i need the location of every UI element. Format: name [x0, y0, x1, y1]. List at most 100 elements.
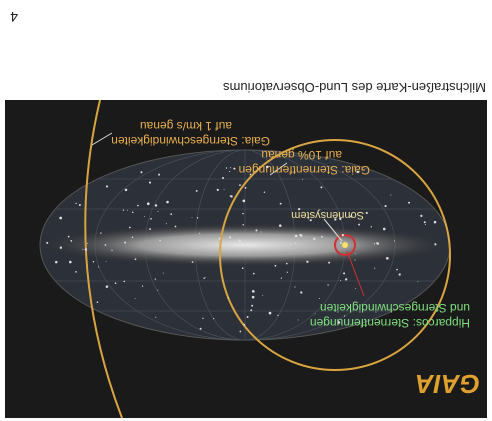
star: [98, 266, 100, 268]
star: [339, 217, 342, 220]
star: [124, 188, 128, 192]
star: [191, 261, 194, 263]
star: [141, 285, 144, 287]
star: [84, 248, 88, 251]
star: [393, 240, 396, 242]
hipparcos-circle: [334, 234, 356, 256]
star: [318, 297, 320, 299]
star: [344, 278, 348, 281]
star: [159, 239, 161, 242]
pointer: [346, 250, 365, 297]
star: [246, 316, 249, 318]
star: [229, 195, 232, 197]
star: [423, 221, 426, 224]
star: [286, 271, 288, 273]
star: [280, 277, 282, 279]
star: [238, 239, 241, 242]
star: [252, 272, 255, 275]
star: [250, 309, 253, 312]
sun: [342, 242, 348, 248]
star: [278, 224, 282, 227]
star: [274, 264, 277, 267]
star: [242, 223, 244, 226]
star: [154, 278, 157, 280]
label: auf 1 km/s genau: [140, 119, 232, 133]
star: [222, 177, 225, 180]
star: [124, 241, 127, 244]
pointer: [269, 162, 288, 176]
star: [127, 209, 128, 211]
star: [289, 243, 292, 245]
star: [433, 220, 437, 224]
star: [82, 248, 84, 250]
star: [220, 244, 222, 246]
star: [105, 260, 107, 262]
star: [384, 205, 387, 208]
label: Sonnensystem: [291, 209, 364, 221]
star: [131, 236, 134, 239]
star: [249, 173, 252, 176]
star: [302, 178, 304, 180]
label: Hipparcos: Sternentfernungen: [310, 316, 470, 330]
star: [223, 189, 225, 191]
gaia-arc: [84, 99, 123, 419]
star: [242, 212, 244, 215]
star: [131, 211, 134, 214]
label: auf 10% genau: [261, 148, 342, 162]
star: [46, 241, 49, 244]
star: [154, 204, 158, 207]
star: [243, 323, 246, 326]
star: [149, 228, 151, 230]
star: [358, 223, 361, 226]
star: [68, 260, 72, 264]
star: [297, 319, 299, 321]
star: [343, 272, 346, 275]
star: [294, 234, 298, 238]
star: [339, 280, 341, 282]
star: [294, 242, 297, 245]
star: [239, 330, 242, 333]
star: [255, 229, 258, 232]
star: [365, 211, 368, 215]
star: [67, 235, 70, 238]
star: [382, 227, 386, 231]
star: [434, 243, 437, 246]
star: [268, 311, 272, 315]
star: [191, 216, 193, 218]
star: [157, 289, 159, 291]
star: [251, 304, 254, 307]
star: [87, 242, 89, 244]
star: [148, 181, 152, 184]
star: [143, 216, 145, 218]
star: [385, 256, 389, 260]
star: [146, 202, 150, 206]
star: [123, 280, 126, 283]
star: [213, 317, 215, 320]
star: [299, 233, 303, 237]
star: [286, 262, 288, 265]
star: [174, 225, 177, 228]
star: [59, 216, 63, 220]
star: [225, 167, 228, 169]
star: [313, 237, 316, 241]
star: [199, 327, 202, 330]
star: [100, 232, 102, 234]
caption: Milchstraßen-Karte des Lund-Observatoriu…: [223, 80, 486, 95]
star: [337, 321, 341, 324]
star: [140, 171, 143, 174]
star: [320, 186, 323, 189]
star: [96, 301, 99, 303]
star: [343, 315, 346, 317]
star: [301, 236, 303, 238]
star: [355, 288, 357, 289]
star: [157, 210, 159, 212]
star: [244, 187, 247, 189]
star: [75, 271, 77, 273]
star: [328, 261, 331, 264]
gaia-circle: [219, 139, 451, 371]
star: [263, 191, 266, 193]
star: [166, 200, 169, 204]
star: [341, 233, 345, 237]
star: [277, 314, 279, 317]
